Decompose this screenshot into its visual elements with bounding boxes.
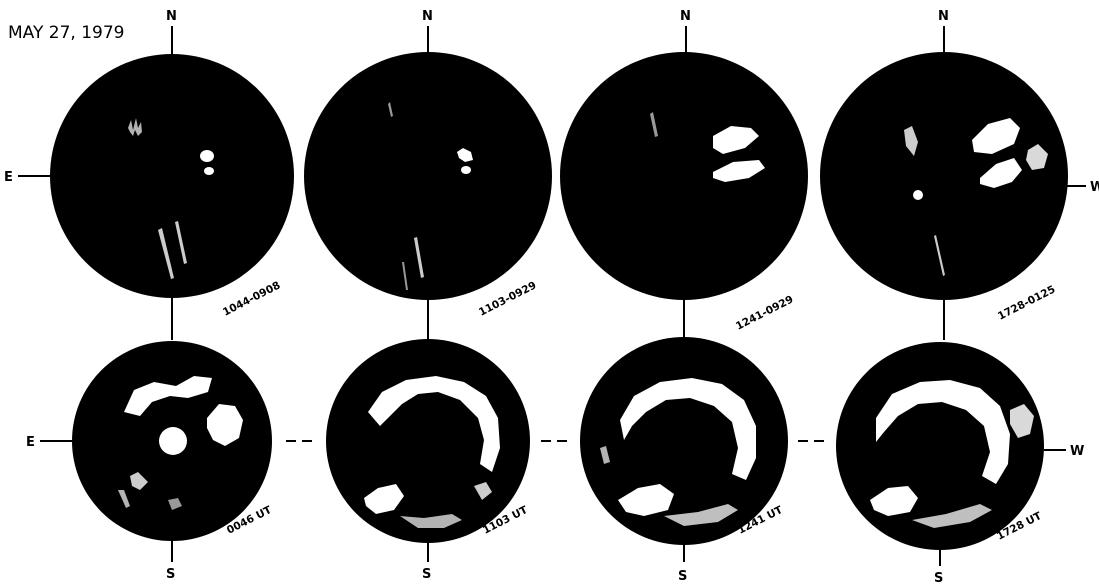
aurora-emission (118, 376, 243, 510)
all-sky-disk (304, 52, 552, 300)
bottom-image-3: S 1241 UT (580, 337, 788, 584)
west-label-top-4: W (1090, 180, 1099, 195)
east-label-top-1: E (4, 170, 13, 185)
south-label-bottom-1: S (166, 567, 175, 582)
north-label-top-3: N (680, 9, 691, 24)
aurora-emission (650, 112, 765, 182)
aurora-emission (364, 376, 500, 528)
north-label-top-4: N (938, 9, 949, 24)
north-label-top-1: N (166, 9, 177, 24)
south-label-bottom-3: S (678, 569, 687, 584)
top-caption-4: 1728-0125 (996, 283, 1057, 322)
date-label: MAY 27, 1979 (8, 23, 124, 43)
north-label-top-2: N (422, 9, 433, 24)
aurora-emission (388, 102, 473, 290)
bottom-image-1: E S 0046 UT (26, 341, 274, 582)
top-image-4: N W O 1728-0125 (820, 9, 1099, 340)
all-sky-disk (560, 52, 808, 300)
south-label-bottom-2: S (422, 567, 431, 582)
top-image-2: N 1103-0929 (304, 9, 552, 340)
top-caption-1: 1044-0908 (221, 279, 282, 318)
all-sky-disk (820, 52, 1068, 300)
top-caption-3: 1241-0929 (734, 293, 795, 332)
aurora-emission (904, 118, 1048, 276)
west-label-bottom-4: W (1070, 444, 1084, 459)
aurora-emission (600, 378, 756, 526)
east-label-bottom-1: E (26, 435, 35, 450)
top-image-1: N E 1044-0908 (4, 9, 294, 340)
marker-o-label: O (851, 97, 862, 112)
bottom-image-2: S 1103 UT (326, 339, 530, 582)
aurora-emission (870, 380, 1034, 528)
bottom-image-4: W S 1728 UT (836, 342, 1084, 584)
top-image-3: N 1241-0929 (560, 9, 808, 340)
all-sky-disk (50, 54, 294, 298)
aurora-emission (128, 118, 214, 279)
south-label-bottom-4: S (934, 571, 943, 584)
